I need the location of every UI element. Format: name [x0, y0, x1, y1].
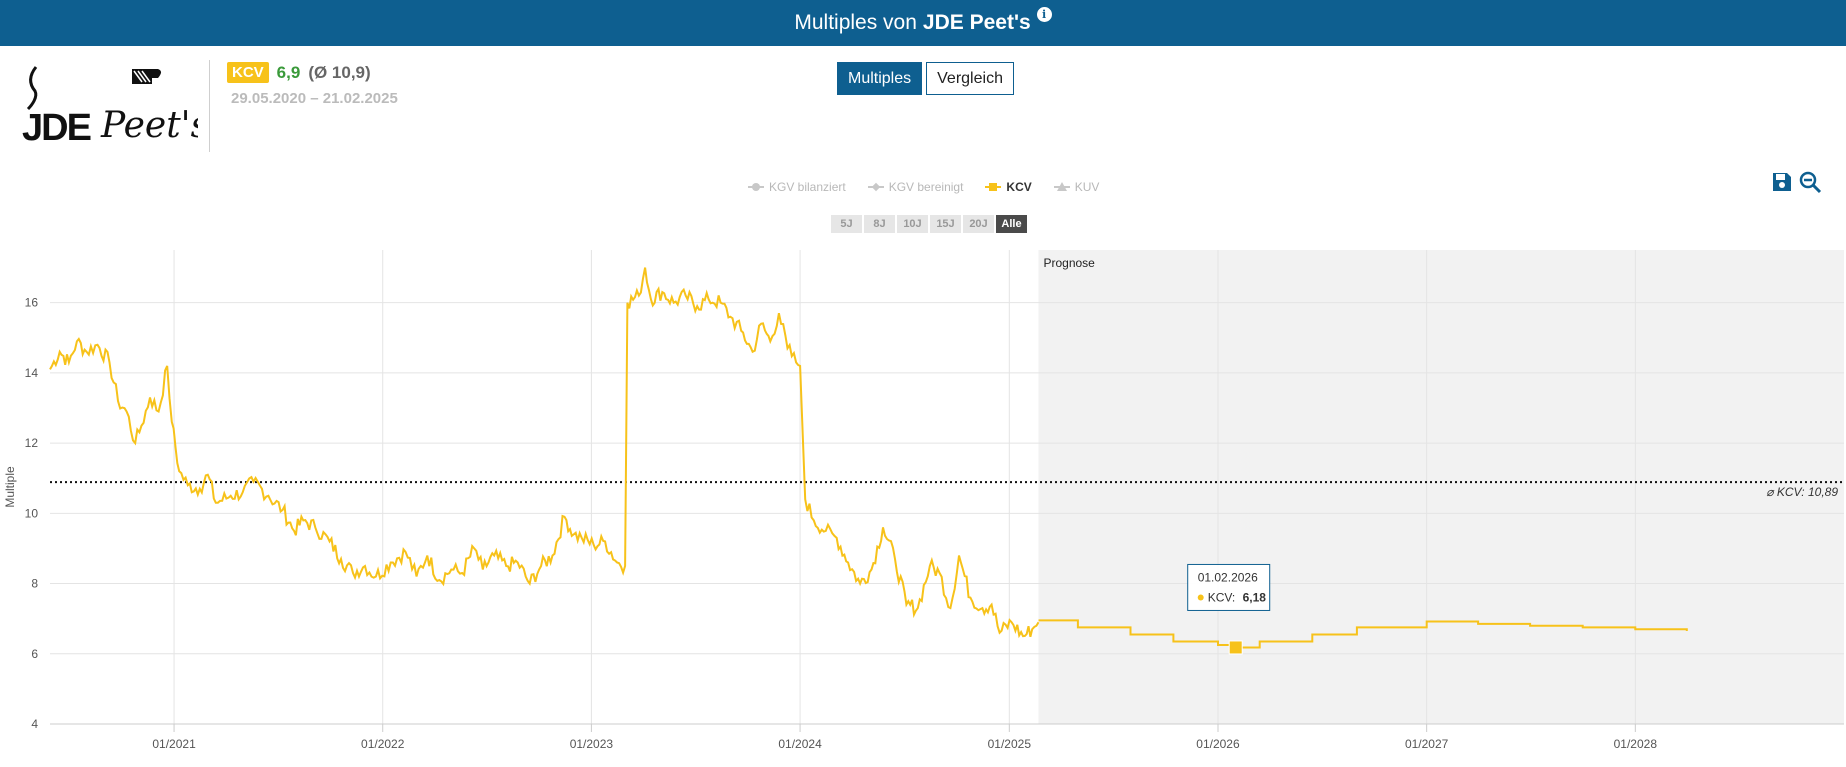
hover-point-marker[interactable] [1228, 640, 1243, 655]
tooltip-box [1187, 563, 1271, 611]
y-axis-ticks: 4 6 8 10 12 14 16 [25, 296, 39, 731]
tooltip-label: KCV: [1208, 590, 1236, 604]
tooltip-date: 01.02.2026 [1198, 570, 1258, 584]
legend-label: KGV bereinigt [888, 180, 964, 194]
forecast-area [1038, 250, 1844, 724]
forecast-label: Prognose [1043, 256, 1095, 270]
range-button-20j[interactable]: 20J [963, 215, 994, 233]
tab-multiples[interactable]: Multiples [837, 62, 923, 95]
y-tick-label: 6 [31, 647, 38, 661]
triangle-marker-icon [1053, 182, 1070, 192]
legend-item-kgv-bereinigt[interactable]: KGV bereinigt [867, 180, 964, 194]
legend-item-kcv[interactable]: KCV [985, 180, 1032, 194]
data-tooltip: 01.02.2026 KCV: 6,18 [1187, 563, 1271, 611]
metric-badge: KCV [227, 62, 269, 83]
chart-legend: KGV bilanziert KGV bereinigt KCV KUV [748, 180, 1121, 194]
x-tick-label: 01/2025 [988, 737, 1032, 751]
range-button-alle[interactable]: Alle [996, 215, 1027, 233]
time-range-selector: 5J 8J 10J 15J 20J Alle [831, 215, 1029, 233]
info-icon[interactable]: i [1036, 6, 1052, 22]
y-tick-label: 8 [31, 577, 38, 591]
zoom-out-icon[interactable] [1798, 170, 1822, 194]
circle-marker-icon [748, 182, 764, 192]
metric-date-range: 29.05.2020 – 21.02.2025 [231, 90, 398, 107]
header-title-prefix: Multiples von [794, 11, 917, 34]
y-axis-label: Multiple [3, 466, 17, 508]
logo-text-right: Peet's [100, 105, 198, 146]
x-axis-ticks: 01/2021 01/2022 01/2023 01/2024 01/2025 01/20… [152, 724, 1657, 751]
kcv-forecast-line [1038, 619, 1688, 649]
diamond-marker-icon [867, 182, 884, 192]
legend-label: KGV bilanziert [769, 180, 846, 194]
tooltip-series-dot [1197, 594, 1204, 601]
logo-text-left: JDE [22, 107, 91, 149]
legend-item-kgv-bilanziert[interactable]: KGV bilanziert [748, 180, 846, 194]
x-tick-label: 01/2028 [1614, 737, 1658, 751]
y-tick-label: 4 [31, 717, 38, 731]
metric-summary: KCV 6,9 (Ø 10,9) [227, 62, 371, 83]
x-tick-label: 01/2023 [570, 737, 614, 751]
page-header: Multiples von JDE Peet's i [0, 0, 1846, 46]
y-tick-label: 16 [25, 296, 39, 310]
legend-item-kuv[interactable]: KUV [1053, 180, 1100, 194]
square-marker-icon [985, 182, 1002, 192]
y-tick-label: 14 [25, 366, 39, 380]
range-button-10j[interactable]: 10J [897, 215, 928, 233]
y-tick-label: 10 [25, 506, 39, 520]
average-label: ⌀ KCV: 10,89 [1766, 485, 1838, 499]
peets-monogram-icon [132, 69, 161, 84]
save-icon[interactable] [1770, 170, 1794, 194]
x-tick-label: 01/2026 [1196, 737, 1240, 751]
grid-lines [50, 250, 1844, 724]
legend-label: KCV [1006, 180, 1032, 194]
x-tick-label: 01/2021 [152, 737, 196, 751]
kcv-series-line [49, 267, 1040, 639]
legend-label: KUV [1074, 180, 1100, 194]
header-divider [209, 60, 210, 152]
x-tick-label: 01/2027 [1405, 737, 1449, 751]
x-tick-label: 01/2022 [361, 737, 405, 751]
y-tick-label: 12 [25, 436, 39, 450]
metric-average: (Ø 10,9) [308, 62, 371, 82]
range-button-15j[interactable]: 15J [930, 215, 961, 233]
view-tabs: Multiples Vergleich [837, 62, 1014, 95]
tooltip-value: 6,18 [1243, 590, 1267, 604]
range-button-8j[interactable]: 8J [864, 215, 895, 233]
tooltip-value-line: KCV: 6,18 [1208, 590, 1267, 604]
jde-swirl-icon [26, 66, 38, 111]
tab-vergleich[interactable]: Vergleich [926, 62, 1014, 95]
chart-toolbar [1766, 170, 1822, 194]
x-tick-label: 01/2024 [778, 737, 822, 751]
range-button-5j[interactable]: 5J [831, 215, 862, 233]
metric-value: 6,9 [276, 62, 301, 82]
header-company-name: JDE Peet's [922, 11, 1031, 34]
company-logo: JDE Peet's [22, 66, 198, 149]
